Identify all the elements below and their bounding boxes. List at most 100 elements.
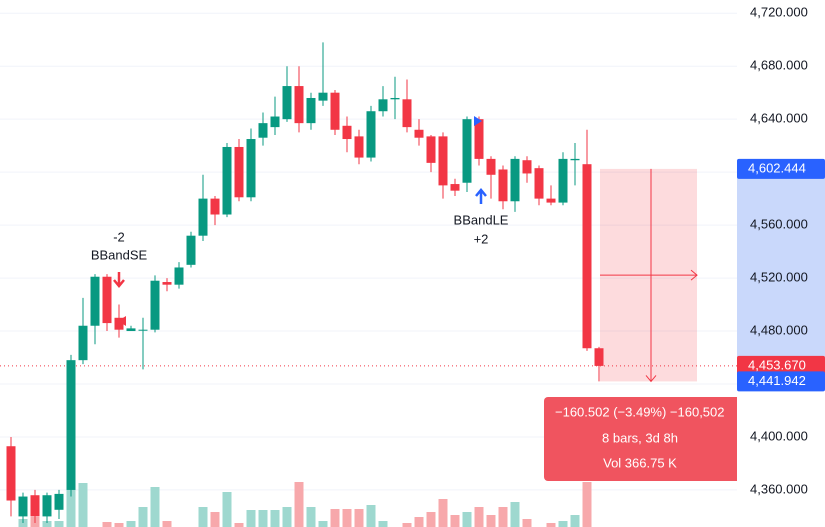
- volume-bar: [54, 521, 64, 527]
- volume-bar: [426, 512, 436, 527]
- signal-qty: +2: [474, 231, 489, 246]
- volume-bar: [306, 507, 316, 527]
- y-tick-label: 4,520.000: [750, 270, 808, 285]
- candle-body: [354, 136, 364, 158]
- candle-body: [534, 168, 544, 199]
- candle-body: [330, 92, 340, 130]
- volume-bar: [138, 507, 148, 527]
- volume-bar: [198, 507, 208, 527]
- grid: [0, 12, 737, 491]
- signal-label: BBandLE: [454, 212, 509, 227]
- candle-body: [258, 123, 268, 138]
- candle-body: [30, 495, 40, 517]
- tooltip-change: −160.502 (−3.49%) −160,502: [555, 404, 725, 419]
- price-badge-label: 4,602.444: [748, 160, 806, 175]
- candle-body: [486, 158, 496, 175]
- volume-bar: [450, 515, 460, 527]
- candle-body: [270, 116, 280, 128]
- volume-bar: [414, 517, 424, 527]
- volume-bar: [486, 515, 496, 527]
- measure-varrow: [645, 375, 657, 383]
- y-tick-label: 4,560.000: [750, 217, 808, 232]
- candle-body: [90, 276, 100, 326]
- volume-bar: [222, 492, 232, 527]
- price-badge-label: 4,453.670: [748, 357, 806, 372]
- candle-body: [138, 329, 148, 331]
- candle-body: [198, 198, 208, 236]
- candle-body: [414, 129, 424, 138]
- candle-body: [162, 282, 172, 285]
- candle-body: [114, 317, 124, 330]
- volume-bar: [150, 487, 160, 527]
- candle-body: [306, 97, 316, 124]
- tooltip-duration: 8 bars, 3d 8h: [602, 430, 678, 445]
- candle-body: [186, 235, 196, 265]
- y-tick-label: 4,480.000: [750, 322, 808, 337]
- volume-layer: [18, 482, 592, 527]
- candle-body: [126, 328, 136, 332]
- candle-body: [246, 139, 256, 198]
- volume-bar: [342, 509, 352, 527]
- candle-body: [570, 158, 580, 161]
- volume-bar: [294, 482, 304, 527]
- long-arrow: [475, 188, 487, 204]
- y-tick-label: 4,640.000: [750, 111, 808, 126]
- volume-bar: [378, 521, 388, 527]
- volume-bar: [354, 509, 364, 527]
- volume-bar: [546, 523, 556, 527]
- candle-body: [390, 97, 400, 100]
- candle-body: [102, 276, 112, 324]
- volume-bar: [330, 509, 340, 527]
- candle-body: [498, 169, 508, 202]
- volume-bar: [42, 521, 52, 527]
- tooltip-volume: Vol 366.75 K: [603, 455, 677, 470]
- volume-bar: [558, 521, 568, 527]
- candle-body: [474, 119, 484, 159]
- candle-body: [294, 86, 304, 124]
- price-badge: [737, 371, 825, 392]
- volume-bar: [510, 502, 520, 527]
- candle-body: [546, 198, 556, 203]
- measure-harrow: [690, 269, 698, 281]
- volume-bar: [366, 505, 376, 527]
- volume-bar: [270, 510, 280, 527]
- signal-label: BBandSE: [91, 247, 148, 262]
- volume-bar: [402, 523, 412, 527]
- short-arrow: [113, 272, 125, 288]
- volume-bar: [582, 482, 592, 527]
- candle-body: [54, 493, 64, 510]
- candle-body: [426, 136, 436, 163]
- y-tick-label: 4,360.000: [750, 481, 808, 496]
- tooltip-box: [544, 397, 737, 481]
- candle-body: [510, 158, 520, 202]
- volume-bar: [438, 499, 448, 527]
- candle-body: [42, 495, 52, 517]
- volume-bar: [210, 512, 220, 527]
- volume-bar: [282, 507, 292, 527]
- volume-bar: [234, 523, 244, 527]
- candle-body: [558, 158, 568, 203]
- candle-body: [438, 136, 448, 186]
- candle-body: [234, 146, 244, 198]
- candle-body: [450, 184, 460, 191]
- candle-body: [222, 146, 232, 215]
- volume-bar: [114, 523, 124, 527]
- price-badge-label: 4,441.942: [748, 373, 806, 388]
- candle-body: [66, 360, 76, 490]
- measure-tooltip: −160.502 (−3.49%) −160,502 8 bars, 3d 8h…: [544, 397, 737, 481]
- candle-body: [342, 125, 352, 140]
- candle-body: [366, 111, 376, 158]
- y-tick-label: 4,400.000: [750, 428, 808, 443]
- volume-bar: [318, 521, 328, 527]
- volume-bar: [246, 510, 256, 527]
- candle-body: [402, 99, 412, 128]
- candle-layer: [6, 42, 604, 524]
- volume-bar: [462, 512, 472, 527]
- candle-body: [18, 496, 28, 517]
- candle-body: [522, 160, 532, 174]
- price-badge: [737, 355, 825, 376]
- candle-body: [282, 86, 292, 120]
- candle-body: [150, 280, 160, 330]
- volume-bar: [162, 521, 172, 527]
- signal-qty: -2: [113, 229, 125, 244]
